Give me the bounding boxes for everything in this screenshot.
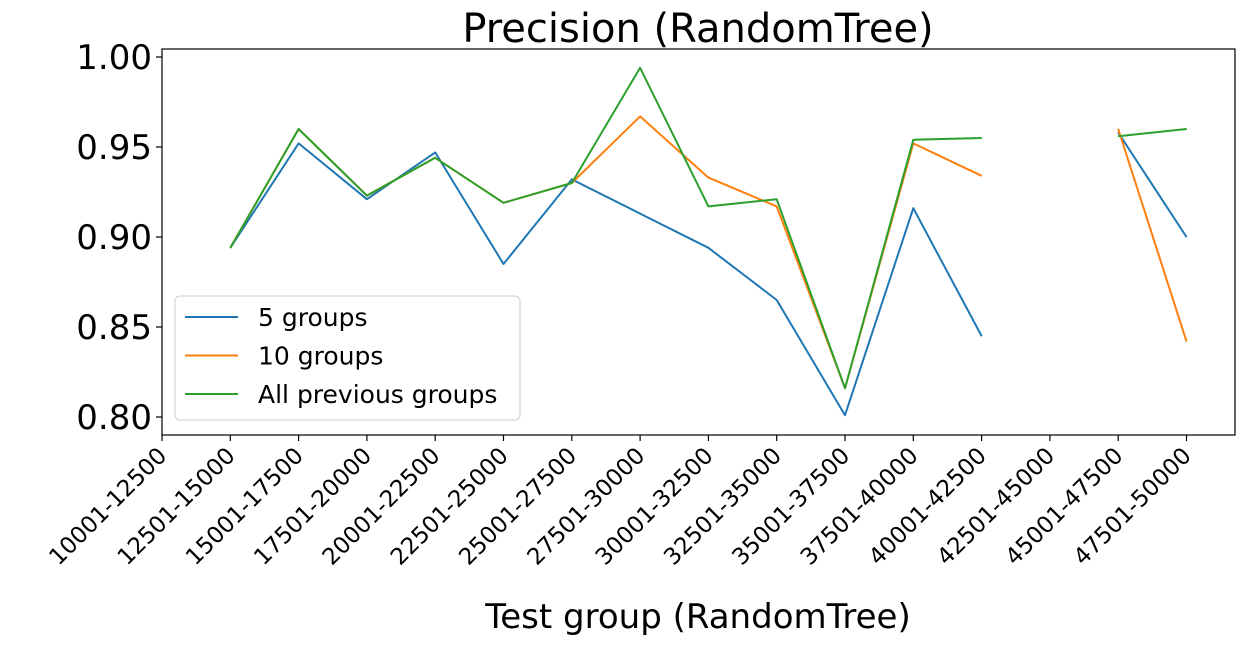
data-point [1117, 128, 1119, 130]
x-tick-label: 35001-37500 [728, 443, 856, 571]
legend-label: All previous groups [258, 380, 497, 409]
legend-box [174, 295, 521, 421]
data-point [1186, 340, 1187, 342]
data-point [1117, 135, 1119, 137]
x-tick-label: 25001-27500 [454, 443, 582, 571]
data-point [1186, 236, 1187, 238]
x-tick-label: 45001-47500 [1001, 443, 1129, 571]
data-point [639, 67, 641, 69]
data-point [844, 414, 846, 416]
data-point [707, 205, 709, 207]
series-line [1117, 128, 1188, 342]
data-point [776, 299, 778, 301]
chart-title: Precision (RandomTree) [462, 6, 933, 52]
y-tick-label: 0.95 [76, 128, 152, 168]
x-axis: 10001-1250012501-1500015001-1750017501-2… [45, 435, 1197, 571]
x-tick-label: 17501-20000 [249, 443, 377, 571]
x-axis-label: Test group (RandomTree) [484, 597, 910, 637]
data-point [571, 182, 573, 184]
data-point [639, 213, 641, 215]
legend: 5 groups 10 groups All previous groups [174, 295, 521, 421]
data-point [912, 207, 914, 209]
x-tick-label: 42501-45000 [932, 443, 1060, 571]
series-layer [229, 66, 1188, 417]
data-point [366, 198, 368, 200]
series-line [1117, 132, 1188, 238]
data-point [434, 151, 436, 153]
data-point [776, 205, 778, 207]
y-tick-label: 1.00 [76, 38, 152, 78]
x-tick-label: 32501-35000 [659, 443, 787, 571]
data-point [503, 202, 504, 204]
x-tick-label: 12501-15000 [113, 443, 241, 571]
data-point [707, 247, 709, 249]
x-tick-label: 15001-17500 [181, 443, 309, 571]
x-tick-label: 37501-40000 [796, 443, 924, 571]
x-tick-label: 40001-42500 [864, 443, 992, 571]
series-line [229, 142, 983, 417]
x-tick-label: 20001-22500 [318, 443, 446, 571]
data-point [639, 115, 641, 117]
data-point [298, 128, 300, 130]
data-point [912, 139, 914, 141]
data-point [298, 142, 300, 144]
data-point [981, 335, 983, 337]
data-point [844, 387, 846, 389]
legend-label: 5 groups [258, 303, 368, 332]
data-point [503, 263, 504, 265]
legend-label: 10 groups [258, 342, 383, 371]
y-tick-label: 0.85 [76, 308, 152, 348]
series-line [1118, 128, 1187, 138]
x-tick-label: 27501-30000 [523, 443, 651, 571]
plot-frame [161, 48, 1236, 436]
y-axis: 0.80 0.85 0.90 0.95 1.00 [76, 38, 162, 438]
x-tick-label: 30001-32500 [591, 443, 719, 571]
series-all-previous-groups [229, 66, 1187, 390]
series-line [229, 66, 982, 390]
data-point [707, 177, 709, 179]
data-point [229, 247, 231, 249]
x-tick-label: 22501-25000 [386, 443, 514, 571]
y-tick-label: 0.80 [76, 398, 152, 438]
data-point [571, 178, 573, 180]
data-point [981, 175, 983, 177]
x-tick-label: 10001-12500 [45, 443, 173, 571]
y-tick-label: 0.90 [76, 218, 152, 258]
data-point [1186, 128, 1187, 130]
data-point [366, 195, 368, 197]
x-tick-label: 47501-50000 [1069, 443, 1197, 571]
data-point [434, 157, 436, 159]
data-point [776, 198, 778, 200]
data-point [981, 137, 983, 139]
